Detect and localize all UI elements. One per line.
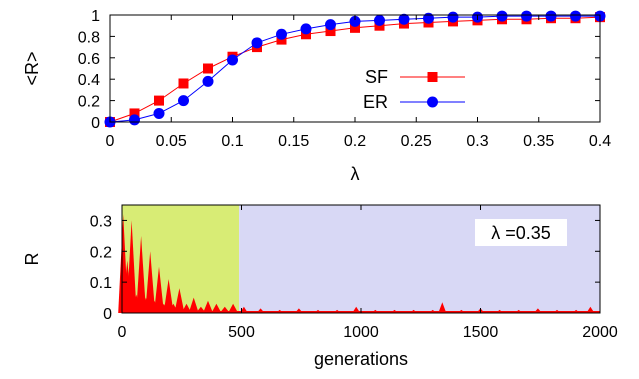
data-point-er bbox=[300, 23, 312, 35]
lambda-annotation: λ =0.35 bbox=[475, 219, 567, 246]
top-y-tick-label: 0.4 bbox=[78, 72, 100, 89]
data-point-er bbox=[325, 19, 336, 31]
legend-label-er: ER bbox=[363, 92, 388, 112]
top-x-tick-label: 0.05 bbox=[156, 133, 187, 150]
bottom-y-tick-label: 0.3 bbox=[90, 213, 112, 230]
data-point-er bbox=[349, 15, 361, 27]
data-point-er bbox=[153, 107, 165, 119]
data-point-er bbox=[570, 10, 581, 22]
legend: SF ER bbox=[363, 67, 465, 112]
bottom-x-tick-label: 0 bbox=[118, 324, 127, 341]
top-x-tick-label: 0.2 bbox=[344, 133, 366, 150]
legend-marker-er bbox=[427, 96, 438, 108]
bottom-y-tick-label: 0.2 bbox=[90, 244, 112, 261]
data-point-er bbox=[374, 14, 385, 26]
top-y-tick-label: 1 bbox=[91, 8, 100, 25]
bottom-y-axis-label: R bbox=[22, 253, 42, 266]
data-point-sf bbox=[350, 22, 360, 33]
data-point-sf bbox=[129, 108, 140, 119]
data-point-er bbox=[447, 11, 459, 23]
spike bbox=[145, 251, 156, 313]
top-y-tick-label: 0.8 bbox=[78, 29, 100, 46]
annotation-text: λ =0.35 bbox=[491, 223, 551, 243]
top-x-tick-label: 0.3 bbox=[466, 133, 488, 150]
spike bbox=[163, 279, 174, 313]
spike bbox=[203, 300, 213, 313]
bottom-x-axis-label: generations bbox=[314, 349, 408, 369]
top-y-tick-label: 0.6 bbox=[78, 51, 100, 68]
bottom-y-tick-label: 0 bbox=[103, 306, 112, 323]
top-y-tick-label: 0.2 bbox=[78, 94, 100, 111]
data-point-er bbox=[178, 95, 189, 107]
bottom-x-tick-label: 1500 bbox=[463, 324, 499, 341]
spike bbox=[181, 303, 192, 313]
data-point-er bbox=[423, 12, 434, 24]
spike bbox=[228, 303, 239, 313]
spike bbox=[438, 302, 447, 313]
top-x-tick-label: 0.25 bbox=[401, 133, 432, 150]
top-y-axis-label: <R> bbox=[22, 51, 42, 85]
top-y-tick-label: 0 bbox=[91, 115, 100, 132]
bottom-x-tick-label: 500 bbox=[228, 324, 255, 341]
bottom-x-tick-label: 2000 bbox=[582, 324, 618, 341]
spike bbox=[211, 303, 222, 313]
data-point-er bbox=[202, 75, 214, 87]
data-point-er bbox=[251, 37, 263, 49]
bottom-y-tick-label: 0.1 bbox=[90, 275, 112, 292]
legend-marker-sf bbox=[427, 72, 438, 82]
spike bbox=[188, 297, 199, 313]
data-point-er bbox=[129, 114, 140, 126]
data-point-sf bbox=[325, 26, 336, 37]
data-point-sf bbox=[154, 95, 164, 106]
top-x-tick-label: 0.15 bbox=[278, 133, 309, 150]
spike bbox=[136, 235, 147, 313]
top-x-tick-label: 0.35 bbox=[523, 133, 554, 150]
data-point-er bbox=[398, 13, 410, 25]
legend-label-sf: SF bbox=[365, 67, 388, 87]
data-point-er bbox=[227, 54, 238, 66]
data-point-er bbox=[276, 28, 287, 40]
spike bbox=[174, 288, 185, 313]
top-x-tick-label: 0.1 bbox=[221, 133, 243, 150]
data-point-sf bbox=[203, 63, 213, 74]
data-point-er bbox=[496, 10, 508, 22]
spike bbox=[154, 266, 164, 313]
bottom-chart-panel: 0 500 1000 1500 2000 0 0.1 0.2 0.3 generations R… bbox=[22, 204, 618, 369]
top-x-axis-label: λ bbox=[351, 164, 360, 184]
annotation-box bbox=[475, 219, 567, 246]
top-x-tick-label: 0.4 bbox=[589, 133, 611, 150]
data-point-er bbox=[545, 10, 557, 22]
spike bbox=[126, 220, 137, 313]
series-er bbox=[104, 10, 606, 128]
bottom-x-tick-label: 1000 bbox=[343, 324, 379, 341]
top-chart-panel: 0 0.05 0.1 0.15 0.2 0.25 0.3 0.35 0.4 0 0.2 0.4 0.6 0… bbox=[22, 8, 611, 184]
data-point-sf bbox=[178, 78, 189, 89]
top-x-tick-label: 0 bbox=[106, 133, 115, 150]
data-point-er bbox=[521, 10, 532, 22]
series-sf bbox=[105, 12, 605, 127]
